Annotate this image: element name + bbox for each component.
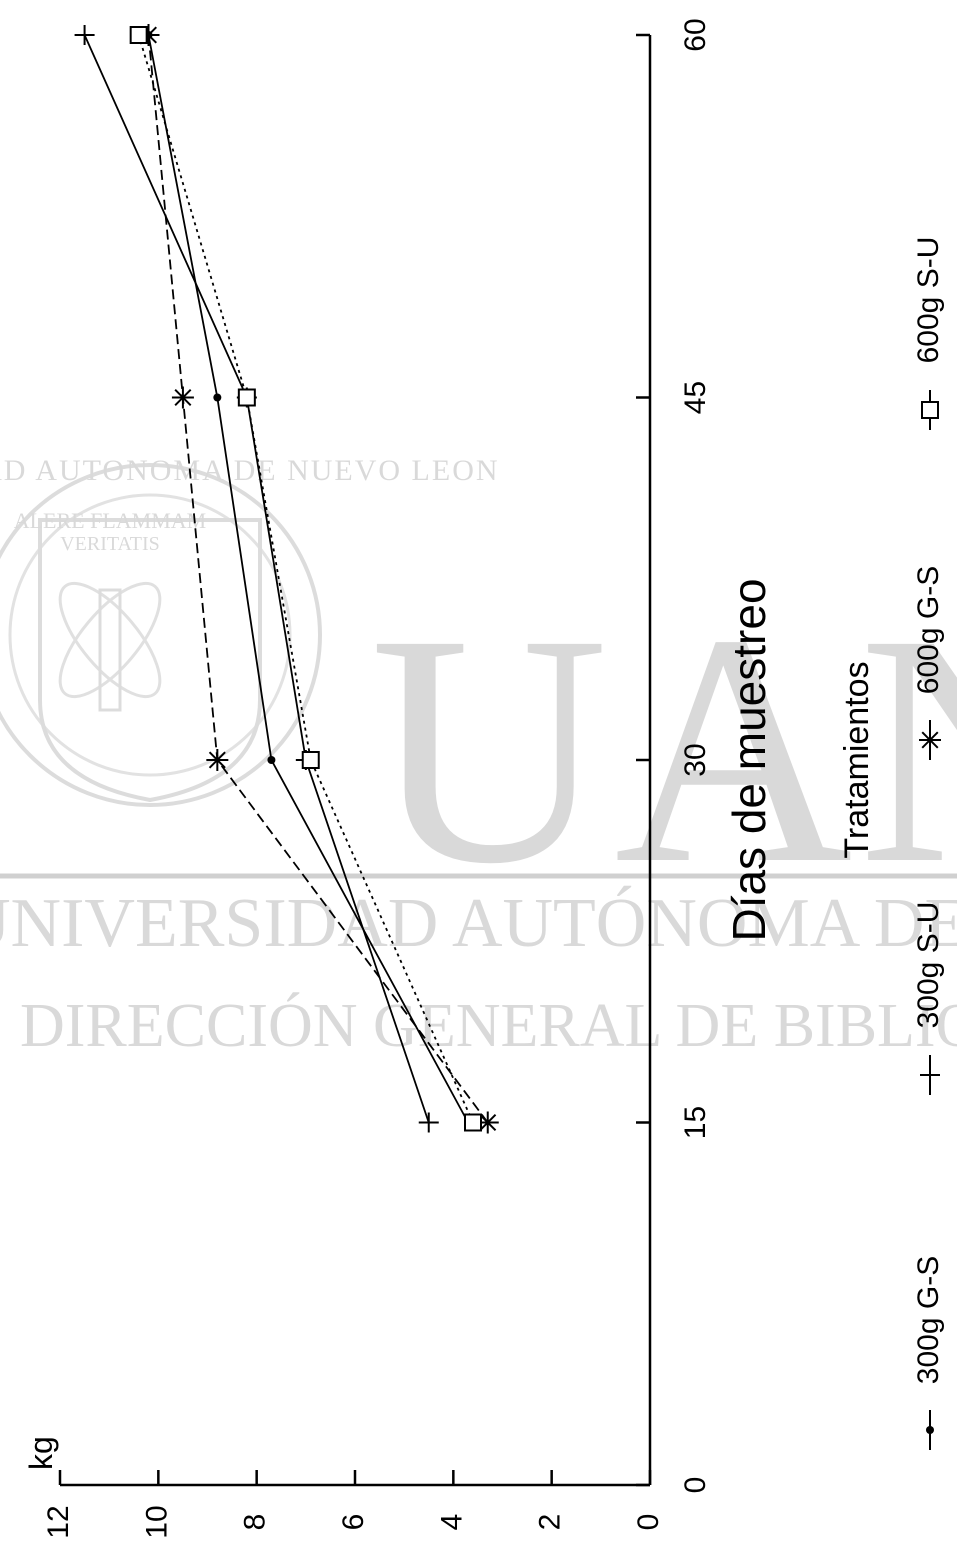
x-tick-label: 30 xyxy=(679,743,712,776)
series-line xyxy=(147,34,489,1124)
legend-entry: 600g G-S xyxy=(912,566,945,760)
watermark-torch-icon xyxy=(98,588,122,712)
legend: 300g G-S 300g S-U 600g G-S 600g S-U xyxy=(912,237,945,1450)
watermark-atom-orbit-icon xyxy=(58,581,162,699)
data-point xyxy=(464,1113,482,1132)
data-point xyxy=(137,24,160,46)
data-point xyxy=(237,388,256,407)
legend-marker xyxy=(919,729,941,751)
legend-entry: 600g S-U xyxy=(912,237,945,430)
watermark-seal-text: UNIVERSIDAD AUTONOMA DE NUEVO LEON xyxy=(0,454,500,487)
x-tick-label: 60 xyxy=(679,18,712,51)
watermark: UNIVERSIDAD AUTONOMA DE NUEVO LEON ALERE… xyxy=(0,454,957,1060)
series-layer xyxy=(74,24,499,1134)
y-tick-label: 2 xyxy=(534,1514,567,1531)
watermark-seal-shield-icon xyxy=(38,518,262,803)
x-axis-label: Días de muestreo xyxy=(723,578,775,941)
legend-marker xyxy=(921,401,939,419)
x-tick-label: 45 xyxy=(679,381,712,414)
legend-entry: 300g S-U xyxy=(912,902,945,1095)
legend-label: 600g G-S xyxy=(912,566,945,694)
y-tick-label: 8 xyxy=(239,1514,272,1531)
series-line xyxy=(137,34,474,1123)
data-point xyxy=(206,749,229,771)
legend-label: 300g S-U xyxy=(912,902,945,1029)
series-square xyxy=(129,26,482,1132)
legend-entry: 300g G-S xyxy=(912,1256,945,1450)
y-tick-label: 4 xyxy=(435,1514,468,1531)
y-tick-label: 10 xyxy=(140,1505,173,1538)
legend-label: 600g S-U xyxy=(912,237,945,364)
data-point xyxy=(301,751,320,769)
watermark-seal-motto-1: ALERE FLAMMAM xyxy=(14,508,207,533)
data-point xyxy=(129,26,148,44)
watermark-seal-ring xyxy=(0,463,322,807)
data-point xyxy=(74,25,95,45)
y-tick-label: 12 xyxy=(42,1505,75,1538)
watermark-line-1: UNIVERSIDAD AUTÓNOMA DE NUEVO LEÓN xyxy=(0,885,957,962)
x-tick-label: 0 xyxy=(679,1477,712,1494)
watermark-big-letters: UANL xyxy=(370,567,957,932)
y-tick-label: 0 xyxy=(632,1514,665,1531)
legend-title: Tratamientos xyxy=(838,661,876,858)
x-tick-label: 15 xyxy=(679,1106,712,1139)
y-tick-label: 6 xyxy=(337,1514,370,1531)
series-line xyxy=(147,34,469,1123)
x-ticks: 0 15 30 45 60 xyxy=(636,18,712,1493)
y-ticks: 0 2 4 6 8 10 12 xyxy=(42,1470,665,1539)
legend-marker xyxy=(926,1426,934,1434)
data-point xyxy=(171,386,194,409)
watermark-atom-icon xyxy=(58,581,162,699)
series-star xyxy=(137,24,499,1134)
data-point xyxy=(267,756,276,764)
watermark-line-2: DIRECCIÓN GENERAL DE BIBLIOTECAS xyxy=(20,992,957,1060)
watermark-seal-motto-2: VERITATIS xyxy=(60,533,160,555)
data-point xyxy=(476,1111,499,1134)
legend-label: 300g G-S xyxy=(912,1256,945,1384)
watermark-seal-inner-ring xyxy=(8,493,292,777)
data-point xyxy=(418,1112,439,1133)
y-axis-label: kg xyxy=(23,1436,59,1470)
data-point xyxy=(213,393,222,402)
legend-marker xyxy=(920,1065,940,1085)
